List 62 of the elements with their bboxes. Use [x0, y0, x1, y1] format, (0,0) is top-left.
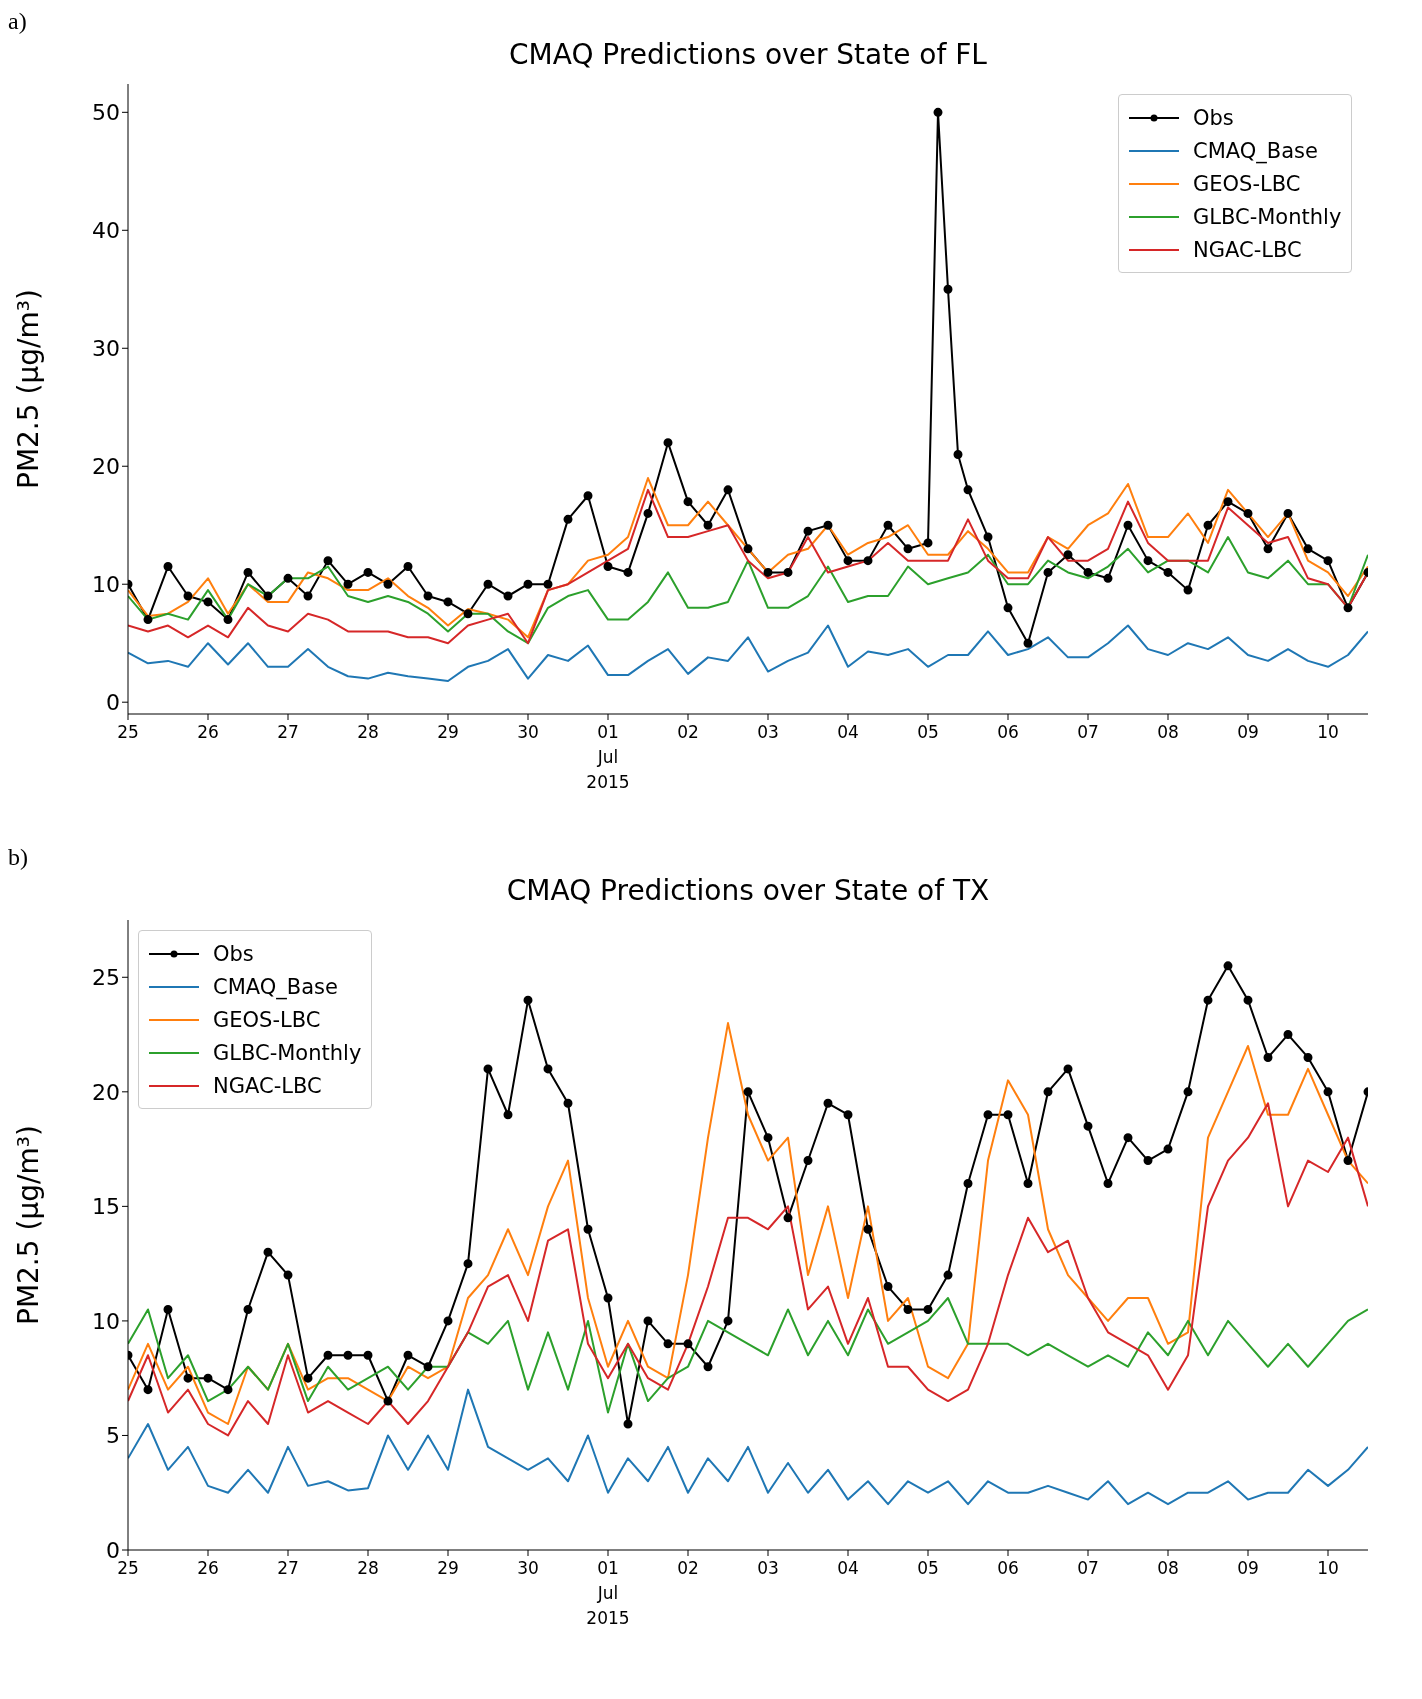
x-tick-label: 28 [357, 722, 379, 742]
x-tick-label: 02 [677, 1558, 699, 1578]
x-tick-label: 26 [197, 1558, 219, 1578]
x-tick-label: 28 [357, 1558, 379, 1578]
y-tick-label: 15 [92, 1194, 120, 1220]
x-tick-label: 03 [757, 722, 779, 742]
x-tick-label: 06 [997, 722, 1019, 742]
legend-label: GLBC-Monthly [1193, 204, 1342, 229]
x-tick-label: 07 [1077, 722, 1099, 742]
y-axis-title: PM2.5 (μg/m³) [11, 1125, 45, 1325]
legend-label: GLBC-Monthly [213, 1040, 362, 1065]
x-tick-label: 30 [517, 722, 539, 742]
x-tick-label: 29 [437, 722, 459, 742]
x-tick-label: 08 [1157, 1558, 1179, 1578]
chart-title: CMAQ Predictions over State of FL [508, 38, 988, 73]
x-tick-label: 09 [1237, 722, 1259, 742]
line-series [128, 624, 1368, 682]
x-tick-label: 10 [1317, 722, 1339, 742]
text: a) [8, 8, 28, 36]
y-tick-label: 30 [92, 336, 120, 362]
x-tick-label: 02 [677, 722, 699, 742]
x-tick-label: 10 [1317, 1558, 1339, 1578]
y-tick-label: 40 [92, 218, 120, 244]
x-tick-label: 01 Jul 2015 [586, 1558, 630, 1628]
legend-label: CMAQ_Base [213, 974, 338, 999]
x-tick-label: 27 [277, 722, 299, 742]
line-series [128, 536, 1368, 645]
y-tick-label: 0 [106, 690, 120, 716]
legend-label: GEOS-LBC [1193, 171, 1301, 196]
x-tick-label: 04 [837, 1558, 859, 1578]
x-tick-label: 08 [1157, 722, 1179, 742]
y-tick-label: 5 [106, 1423, 120, 1449]
line-series [128, 1102, 1368, 1437]
x-tick-label: 03 [757, 1558, 779, 1578]
line-series [128, 1388, 1368, 1506]
legend-label: CMAQ_Base [1193, 138, 1318, 163]
line-series [128, 1297, 1368, 1414]
y-tick-label: 20 [92, 454, 120, 480]
y-tick-label: 50 [92, 100, 120, 126]
legend-label: Obs [1193, 105, 1234, 130]
legend-label: NGAC-LBC [213, 1073, 322, 1098]
x-tick-label: 04 [837, 722, 859, 742]
x-tick-label: 27 [277, 1558, 299, 1578]
x-tick-label: 05 [917, 722, 939, 742]
x-tick-label: 05 [917, 1558, 939, 1578]
x-tick-label: 26 [197, 722, 219, 742]
chart-title: CMAQ Predictions over State of TX [505, 874, 991, 909]
y-tick-label: 25 [92, 965, 120, 991]
x-tick-label: 07 [1077, 1558, 1099, 1578]
y-tick-label: 10 [92, 1308, 120, 1334]
x-tick-label: 09 [1237, 1558, 1259, 1578]
y-tick-label: 10 [92, 572, 120, 598]
legend-label: GEOS-LBC [213, 1007, 321, 1032]
legend-label: NGAC-LBC [1193, 237, 1302, 262]
x-tick-label: 06 [997, 1558, 1019, 1578]
text: b) [8, 844, 29, 872]
y-tick-label: 20 [92, 1079, 120, 1105]
x-tick-label: 30 [517, 1558, 539, 1578]
x-tick-label: 29 [437, 1558, 459, 1578]
x-tick-label: 01 Jul 2015 [586, 722, 630, 792]
legend-label: Obs [213, 941, 254, 966]
y-axis-title: PM2.5 (μg/m³) [11, 289, 45, 489]
